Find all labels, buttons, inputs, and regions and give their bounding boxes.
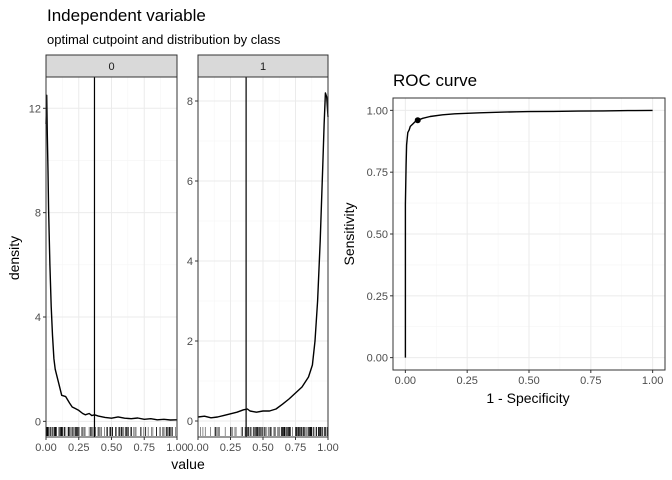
x-tick-label: 0.25 [456, 375, 477, 387]
y-tick-label: 2 [187, 336, 193, 348]
density-class-1-line [197, 92, 329, 419]
facet-strip-label: 1 [260, 61, 266, 73]
x-tick-label: 1.00 [166, 442, 187, 454]
y-tick-label: 0.00 [367, 353, 388, 365]
x-tick-label: 0.50 [252, 442, 273, 454]
y-tick-label: 0.50 [367, 229, 388, 241]
y-tick-label: 8 [187, 96, 193, 108]
y-tick-label: 4 [35, 312, 41, 324]
facet-strip [45, 54, 178, 78]
x-tick-label: 0.50 [518, 375, 539, 387]
facet-strip-label: 0 [108, 61, 114, 73]
y-tick-label: 4 [187, 256, 193, 268]
roc-y-axis-label: Sensitivity [341, 202, 357, 265]
density-class-0-panel: 0.00 0.25 0.50 0.75 1.00 0 4 8 12 0 [29, 54, 188, 454]
x-tick-label: 0.00 [187, 442, 208, 454]
x-tick-label: 0.25 [220, 442, 241, 454]
density-class-1-panel: 0.00 0.25 0.50 0.75 1.00 0 2 4 6 8 1 [187, 54, 339, 454]
y-tick-label: 8 [35, 208, 41, 220]
x-tick-label: 0.50 [101, 442, 122, 454]
x-tick-label: 1.00 [317, 442, 338, 454]
x-tick-label: 0.75 [580, 375, 601, 387]
roc-panel: 0.00 0.25 0.50 0.75 1.00 0.00 0.25 0.50 0.75 1.00 [367, 97, 666, 387]
x-tick-label: 0.00 [395, 375, 416, 387]
x-tick-label: 0.75 [285, 442, 306, 454]
y-tick-label: 1.00 [367, 105, 388, 117]
roc-title: ROC curve [393, 71, 477, 90]
x-tick-label: 0.25 [68, 442, 89, 454]
x-tick-label: 1.00 [642, 375, 663, 387]
left-x-axis-label: value [171, 456, 205, 472]
facet-strip [197, 54, 329, 78]
y-tick-label: 0 [187, 416, 193, 428]
roc-x-axis-label: 1 - Specificity [486, 390, 569, 406]
roc-line [404, 109, 653, 358]
y-tick-label: 12 [29, 103, 41, 115]
density-class-0-line [45, 94, 178, 421]
rug-marks [200, 427, 328, 436]
x-tick-label: 0.75 [134, 442, 155, 454]
y-tick-label: 0 [35, 416, 41, 428]
y-tick-label: 0.25 [367, 291, 388, 303]
rug-marks [45, 427, 176, 436]
optimal-cutpoint-marker [414, 117, 421, 124]
y-tick-label: 6 [187, 176, 193, 188]
y-tick-label: 0.75 [367, 167, 388, 179]
left-subtitle: optimal cutpoint and distribution by cla… [47, 32, 281, 47]
left-y-axis-label: density [6, 236, 22, 280]
left-title: Independent variable [47, 6, 206, 25]
x-tick-label: 0.00 [35, 442, 56, 454]
